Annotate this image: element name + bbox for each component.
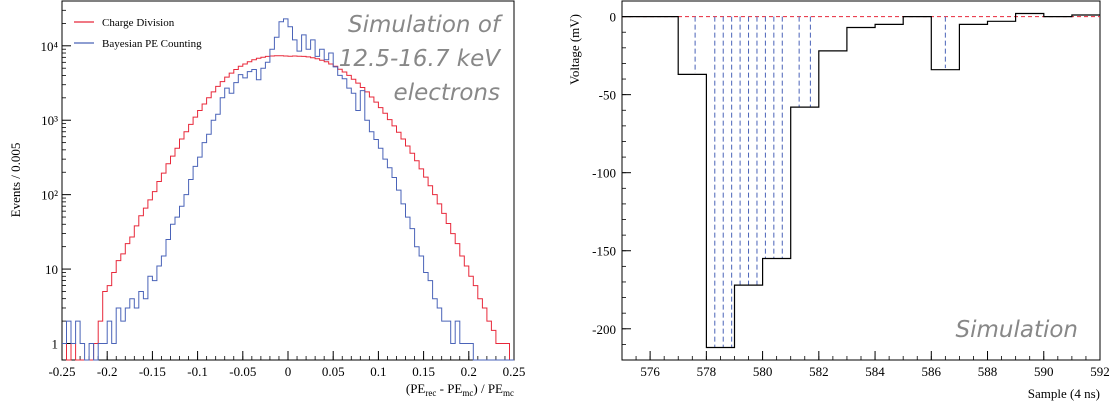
right-plot-frame <box>621 0 1101 361</box>
left-y-tick-label: 10 <box>45 262 58 277</box>
left-x-tick-label: 0.15 <box>412 364 435 379</box>
right-y-tick-label: -150 <box>592 244 616 259</box>
right-x-tick-label: 576 <box>640 364 660 379</box>
left-y-tick-label: 10² <box>41 188 58 203</box>
left-legend: Charge Division Bayesian PE Counting <box>74 17 202 50</box>
right-axis-ticks <box>621 0 1101 360</box>
left-annotation-line-2: 12.5-16.7 keV <box>339 46 503 72</box>
legend-label-bayesian: Bayesian PE Counting <box>102 38 202 50</box>
left-x-tick-label: -0.25 <box>48 364 75 379</box>
left-x-tick-label: 0.05 <box>322 364 345 379</box>
left-y-axis-title: Events / 0.005 <box>8 143 23 218</box>
right-x-tick-label: 588 <box>978 364 998 379</box>
right-y-tick-label: -100 <box>592 166 616 181</box>
right-x-tick-label: 584 <box>865 364 885 379</box>
right-series-group <box>622 12 1100 349</box>
left-x-tick-label: -0.05 <box>229 364 256 379</box>
left-x-tick-label: -0.2 <box>97 364 118 379</box>
left-histogram-chart: -0.25 -0.2 -0.15 -0.1 -0.05 0 0.05 0.1 0.15 0.2 0.… <box>8 0 525 398</box>
right-y-tick-label: -200 <box>592 322 616 337</box>
left-annotation-line-1: Simulation of <box>348 12 503 38</box>
left-y-tick-label: 10³ <box>41 113 58 128</box>
right-waveform-chart: 576 578 580 582 584 586 588 590 592 0 -50 -100 -150 -… <box>567 0 1110 401</box>
left-y-tick-label: 10⁴ <box>40 39 58 54</box>
right-x-tick-label: 590 <box>1034 364 1054 379</box>
right-x-axis-title: Sample (4 ns) <box>1028 386 1100 401</box>
right-x-tick-label: 582 <box>809 364 829 379</box>
left-x-tick-label: 0.25 <box>503 364 526 379</box>
right-x-tick-label: 592 <box>1090 364 1110 379</box>
series-charge-division <box>62 55 514 361</box>
left-annotation-line-3: electrons <box>394 80 500 106</box>
left-x-tick-label: 0.2 <box>461 364 477 379</box>
series-bayesian-pe-counting <box>62 18 514 361</box>
right-x-tick-label: 580 <box>753 364 773 379</box>
left-x-tick-label: -0.1 <box>187 364 208 379</box>
left-axis-tick-labels: -0.25 -0.2 -0.15 -0.1 -0.05 0 0.05 0.1 0.15 0.2 0.… <box>40 39 525 379</box>
left-x-axis-title: (PErec - PEmc) / PEmc <box>406 381 514 398</box>
right-x-tick-label: 586 <box>922 364 942 379</box>
right-y-tick-label: 0 <box>610 10 617 25</box>
left-axis-ticks <box>61 0 515 360</box>
left-x-tick-label: 0 <box>285 364 292 379</box>
right-y-tick-label: -50 <box>599 88 616 103</box>
left-x-tick-label: -0.15 <box>139 364 166 379</box>
right-y-axis-title: Voltage (mV) <box>567 14 582 85</box>
right-annotation: Simulation <box>955 317 1078 343</box>
right-axis-tick-labels: 576 578 580 582 584 586 588 590 592 0 -50 -100 -150 -… <box>592 10 1110 379</box>
left-y-tick-label: 1 <box>52 336 59 351</box>
waveform-step-line <box>622 12 1100 349</box>
left-series-group <box>62 18 514 361</box>
legend-label-charge-division: Charge Division <box>102 17 175 29</box>
left-x-tick-label: 0.1 <box>370 364 386 379</box>
right-x-tick-label: 578 <box>697 364 717 379</box>
